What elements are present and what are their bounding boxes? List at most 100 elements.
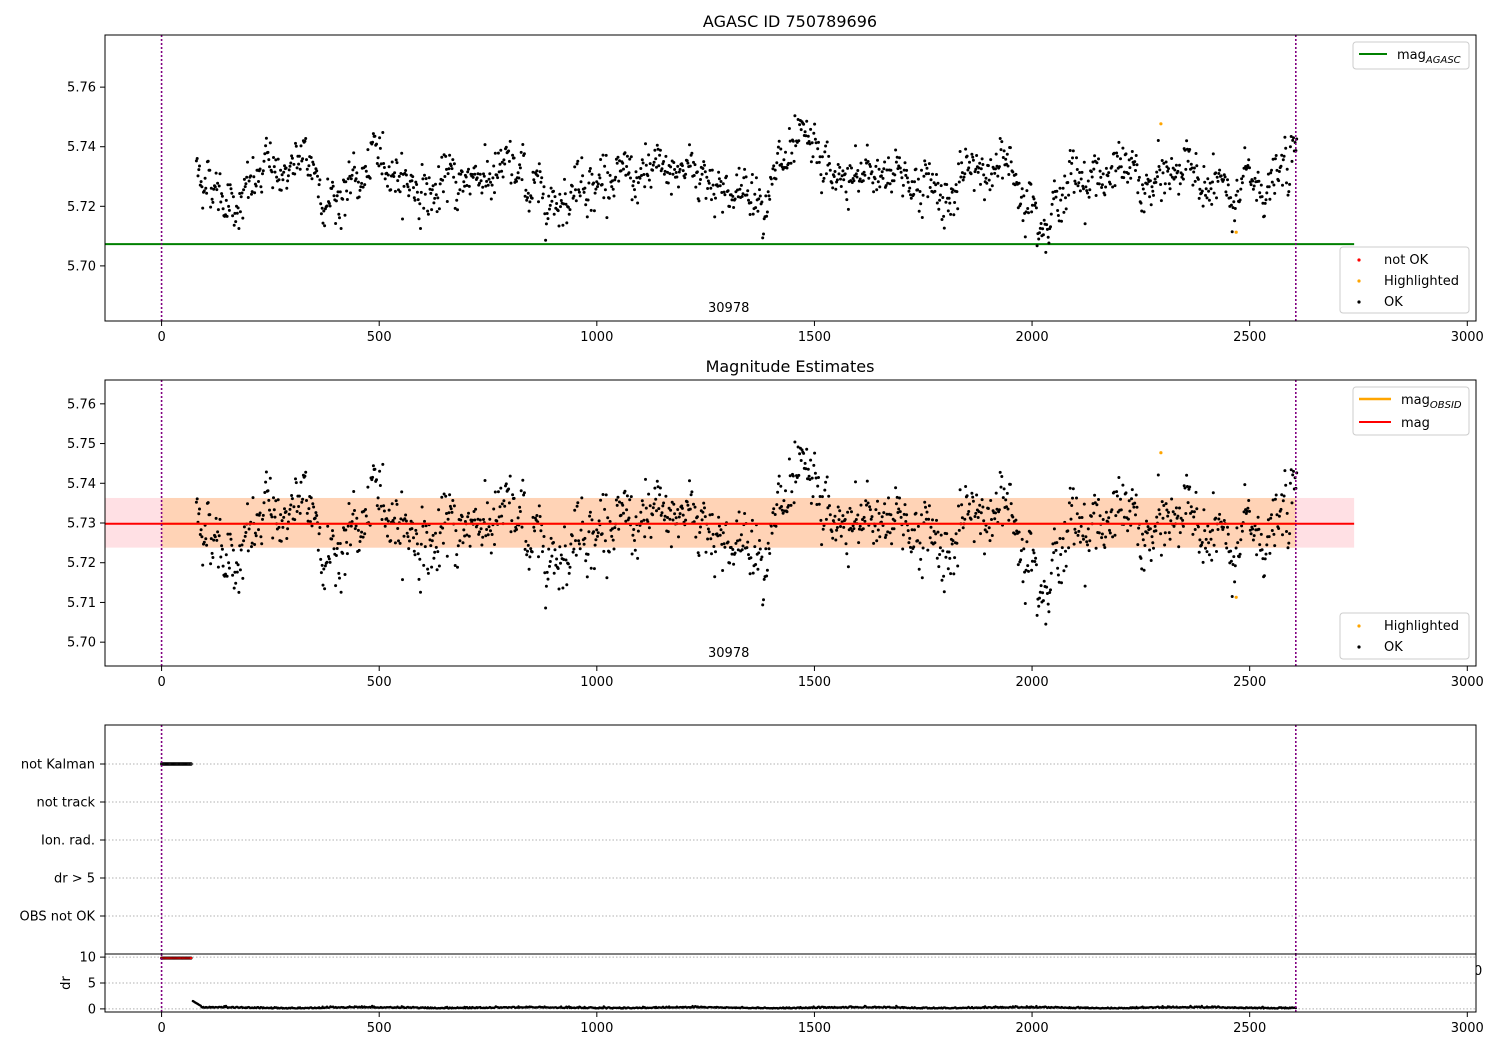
- ok-point: [357, 548, 361, 552]
- ok-point: [508, 139, 512, 143]
- ok-point: [797, 139, 801, 143]
- ok-point: [633, 188, 636, 192]
- ok-point: [773, 513, 777, 516]
- ok-point: [317, 183, 321, 187]
- legend-swatch-highlighted: [1357, 279, 1361, 283]
- ok-point: [1206, 524, 1210, 528]
- ok-point: [676, 508, 680, 511]
- ok-point: [537, 555, 540, 559]
- ok-point: [635, 176, 639, 180]
- ok-point: [1283, 135, 1287, 139]
- ok-point: [434, 545, 438, 549]
- ok-point: [483, 479, 487, 482]
- ok-point: [558, 192, 562, 196]
- ok-point: [1091, 502, 1095, 506]
- ok-point: [284, 510, 288, 514]
- ok-point: [643, 535, 647, 539]
- ok-point: [1281, 183, 1284, 187]
- ok-point: [793, 440, 797, 444]
- ok-point: [641, 161, 645, 165]
- ok-point: [232, 586, 236, 590]
- flag-point: [178, 762, 182, 766]
- ok-point: [1222, 519, 1226, 522]
- ok-point: [970, 491, 974, 495]
- ok-point: [428, 538, 432, 542]
- ok-point: [371, 132, 375, 136]
- ok-point: [1011, 515, 1015, 519]
- ok-point: [904, 520, 908, 523]
- ok-point: [405, 531, 409, 535]
- ok-point: [1194, 490, 1198, 494]
- ok-point: [231, 214, 235, 218]
- ok-point: [518, 505, 522, 509]
- flag-point: [179, 762, 183, 766]
- ok-point: [921, 546, 925, 550]
- ok-point: [614, 498, 618, 502]
- ok-point: [1079, 177, 1083, 181]
- ok-point: [941, 196, 945, 199]
- ok-point: [529, 547, 533, 551]
- ok-point: [981, 505, 985, 509]
- ok-point: [351, 168, 355, 172]
- ok-point: [578, 547, 582, 551]
- ok-point: [920, 576, 924, 580]
- ok-point: [805, 119, 809, 123]
- ok-point: [200, 535, 204, 539]
- ok-point: [1064, 549, 1067, 553]
- flag-point: [188, 762, 192, 766]
- ok-point: [780, 505, 783, 508]
- ok-point: [1185, 473, 1189, 477]
- ok-point: [320, 563, 324, 567]
- ok-point: [895, 155, 899, 159]
- ok-point: [328, 560, 332, 564]
- ok-point: [377, 507, 381, 511]
- ok-point: [603, 539, 607, 543]
- ok-point: [244, 182, 248, 186]
- ok-point: [1052, 197, 1056, 201]
- ok-point: [399, 517, 403, 521]
- ok-point: [382, 509, 386, 513]
- ok-point: [1030, 210, 1034, 214]
- ok-point: [425, 182, 429, 186]
- ok-point: [935, 518, 938, 522]
- ok-point: [825, 475, 829, 479]
- ok-point: [526, 549, 529, 553]
- ok-point: [434, 182, 437, 186]
- ok-point: [380, 172, 384, 176]
- ok-point: [843, 172, 847, 176]
- ok-point: [1234, 193, 1238, 197]
- ok-point: [443, 175, 447, 178]
- ok-point: [831, 186, 835, 190]
- ok-point: [990, 172, 993, 176]
- ok-point: [567, 571, 571, 575]
- ok-point: [1240, 177, 1244, 181]
- ok-point: [562, 202, 566, 206]
- ok-point: [375, 504, 379, 508]
- ok-point: [901, 533, 905, 537]
- ok-point: [1082, 160, 1086, 164]
- ok-point: [765, 574, 769, 578]
- ok-point: [942, 590, 946, 594]
- ok-point: [830, 530, 834, 533]
- ok-point: [1215, 550, 1218, 553]
- ok-point: [717, 515, 721, 519]
- ok-point: [747, 198, 750, 202]
- ok-point: [499, 148, 503, 152]
- ok-point: [515, 528, 518, 531]
- ok-point: [775, 161, 779, 165]
- ok-point: [410, 527, 414, 531]
- ok-point: [401, 578, 404, 582]
- ok-point: [364, 169, 368, 173]
- ok-point: [793, 114, 797, 118]
- ok-point: [496, 176, 500, 180]
- ok-point: [924, 517, 928, 521]
- ok-point: [1108, 531, 1112, 535]
- ok-point: [1145, 519, 1148, 523]
- ok-point: [933, 189, 937, 193]
- ok-point: [939, 184, 943, 188]
- ok-point: [459, 518, 463, 522]
- ok-point: [1073, 179, 1077, 183]
- ok-point: [758, 547, 762, 551]
- ok-point: [201, 563, 205, 567]
- ok-point: [305, 167, 309, 171]
